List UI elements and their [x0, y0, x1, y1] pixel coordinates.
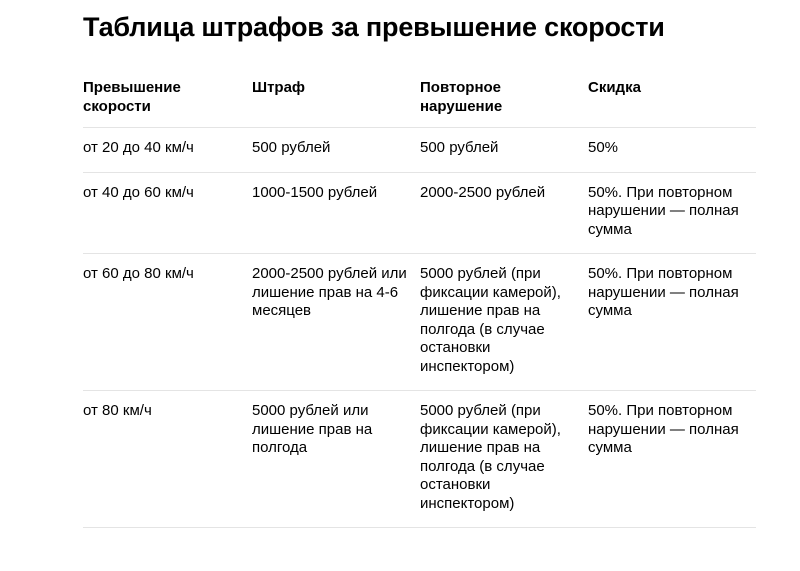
page-title: Таблица штрафов за превышение скорости: [83, 12, 665, 42]
cell-discount: 50%. При повторном нарушении — полная су…: [588, 390, 756, 528]
table-row: от 40 до 60 км/ч 1000-1500 рублей 2000-2…: [83, 172, 756, 254]
table-header-row: Превышение скорости Штраф Повторное нару…: [83, 79, 756, 128]
cell-speed-excess: от 40 до 60 км/ч: [83, 172, 252, 254]
cell-speed-excess: от 80 км/ч: [83, 390, 252, 528]
cell-discount: 50%. При повторном нарушении — полная су…: [588, 253, 756, 391]
cell-fine: 1000-1500 рублей: [252, 172, 420, 254]
fines-table: Превышение скорости Штраф Повторное нару…: [83, 79, 756, 528]
cell-repeat-violation: 5000 рублей (при фиксации камерой), лише…: [420, 253, 588, 391]
cell-speed-excess: от 20 до 40 км/ч: [83, 127, 252, 173]
cell-repeat-violation: 2000-2500 рублей: [420, 172, 588, 254]
cell-repeat-violation: 500 рублей: [420, 127, 588, 173]
header-discount: Скидка: [588, 79, 756, 128]
cell-discount: 50%. При повторном нарушении — полная су…: [588, 172, 756, 254]
cell-fine: 5000 рублей или лишение прав на полгода: [252, 390, 420, 528]
table-row: от 60 до 80 км/ч 2000-2500 рублей или ли…: [83, 253, 756, 391]
cell-speed-excess: от 60 до 80 км/ч: [83, 253, 252, 391]
table-row: от 20 до 40 км/ч 500 рублей 500 рублей 5…: [83, 127, 756, 173]
cell-discount: 50%: [588, 127, 756, 173]
header-fine: Штраф: [252, 79, 420, 128]
cell-fine: 500 рублей: [252, 127, 420, 173]
cell-repeat-violation: 5000 рублей (при фиксации камерой), лише…: [420, 390, 588, 528]
cell-fine: 2000-2500 рублей или лишение прав на 4-6…: [252, 253, 420, 391]
header-speed-excess: Превышение скорости: [83, 79, 252, 128]
header-repeat-violation: Повторное нарушение: [420, 79, 588, 128]
table-row: от 80 км/ч 5000 рублей или лишение прав …: [83, 390, 756, 528]
